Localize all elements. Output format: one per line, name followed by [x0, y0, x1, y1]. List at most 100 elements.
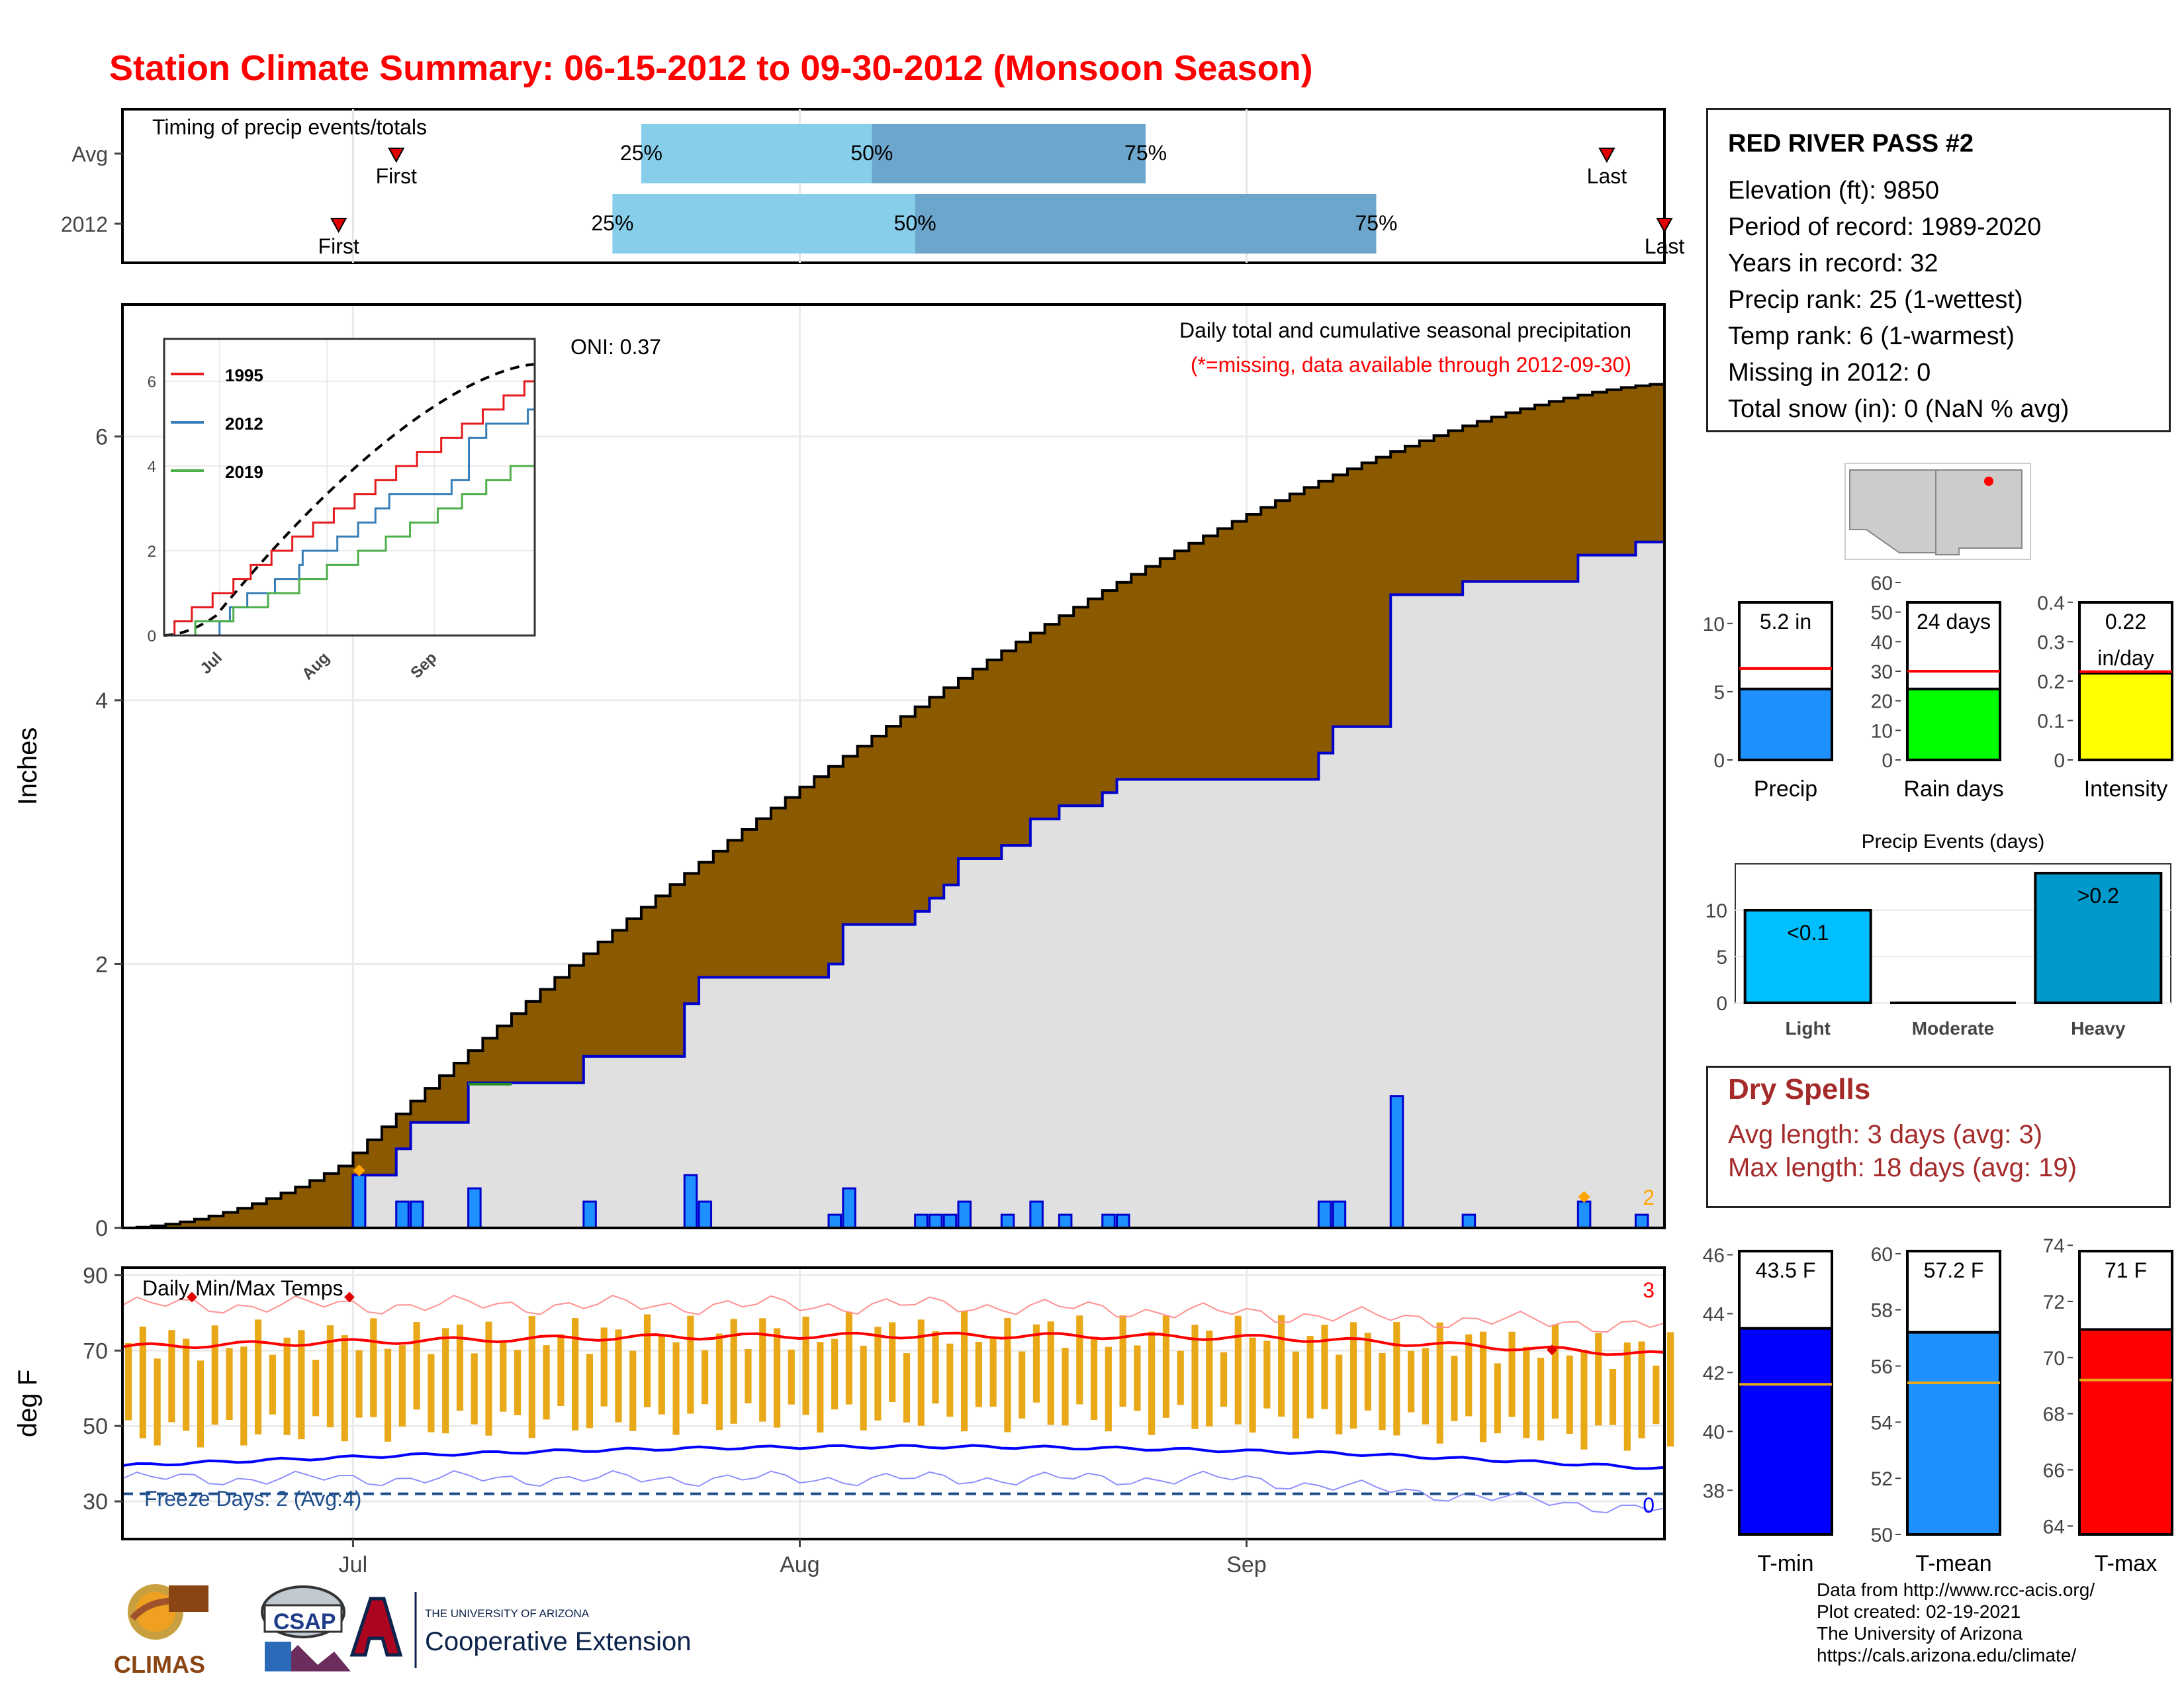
tmax-bar [2078, 1328, 2173, 1536]
footer-line-created: Plot created: 02-19-2021 [1817, 1601, 2021, 1622]
tmin-ytick-label: 46 [1703, 1245, 1725, 1267]
precip-daily-bar [410, 1200, 424, 1229]
temps-daily-bar [240, 1346, 248, 1446]
temps-count-bottom: 0 [1643, 1493, 1655, 1517]
temps-daily-bar [485, 1321, 492, 1436]
temps-daily-bar [326, 1325, 334, 1428]
tmean-ytick-label: 58 [1871, 1300, 1893, 1322]
rain_days-ytick-label: 50 [1871, 602, 1893, 624]
temps-daily-bar [384, 1348, 392, 1442]
precip-daily-bar [395, 1200, 410, 1229]
timing-label-50: 50% [850, 141, 893, 165]
temps-daily-bar [1234, 1315, 1242, 1425]
temps-daily-bar [1580, 1349, 1588, 1450]
temps-daily-bar [745, 1348, 752, 1404]
temps-daily-bar [874, 1327, 882, 1421]
temps-count-top: 3 [1643, 1278, 1655, 1302]
temps-daily-bar [471, 1353, 478, 1425]
precip_total-ytick-label: 5 [1713, 682, 1725, 704]
map-station-dot [1984, 477, 1993, 486]
events-category-label: Light [1785, 1018, 1830, 1039]
precip_total-category-label: Precip [1754, 776, 1817, 802]
temps-daily-bar [1177, 1350, 1184, 1405]
temps-daily-bar [1292, 1351, 1300, 1439]
tmax-ytick-label: 70 [2043, 1348, 2065, 1370]
station-years: Years in record: 32 [1728, 250, 1938, 277]
precip-panel-frame [121, 303, 1666, 1229]
inset-legend-label: 1995 [225, 365, 263, 385]
precip-daily-bar [1116, 1213, 1130, 1229]
map-new-mexico [1935, 469, 2023, 555]
temps-daily-bar [889, 1322, 896, 1402]
inset-legend-label: 2012 [225, 414, 263, 434]
events-bar [1743, 909, 1872, 1004]
timing-last-label: Last [1645, 234, 1685, 258]
tmax-ytick-label: 68 [2043, 1404, 2065, 1426]
precip_total-ytick-label: 0 [1713, 750, 1725, 772]
temps-daily-bar [672, 1342, 680, 1435]
temps-daily-bar [1638, 1341, 1645, 1438]
timing-label-50: 50% [894, 211, 936, 235]
precip-2012-area [122, 541, 1664, 1228]
temps-daily-bar [398, 1345, 406, 1427]
temps-daily-bar [600, 1327, 608, 1407]
station-snow: Total snow (in): 0 (NaN % avg) [1728, 395, 2070, 423]
tmax-ytick-label: 64 [2043, 1516, 2065, 1538]
inset-bg [164, 339, 535, 635]
temps-daily-bar [139, 1327, 146, 1438]
timing-first-marker [388, 148, 405, 164]
rain_days-ytick-label: 40 [1871, 632, 1893, 653]
temps-daily-bar [456, 1324, 464, 1411]
temps-daily-bar [312, 1360, 320, 1417]
temps-daily-bar [1537, 1358, 1545, 1441]
temps-daily-bar [1105, 1346, 1112, 1432]
temps-daily-bar [1306, 1336, 1314, 1419]
inset-legend-label: 2019 [225, 462, 263, 482]
temps-daily-bar [615, 1329, 622, 1423]
temps-daily-bar [183, 1338, 190, 1431]
precip-daily-bar [957, 1200, 972, 1229]
intensity-category-label: Intensity [2084, 776, 2168, 802]
temps-daily-bar [1134, 1345, 1141, 1411]
tmax-value-label: 71 F [2105, 1258, 2147, 1282]
precip-daily-bar [582, 1200, 597, 1229]
inset-avg-line [163, 363, 535, 637]
temps-xtick-label: Sep [1226, 1552, 1267, 1577]
station-elevation: Elevation (ft): 9850 [1728, 177, 1939, 205]
temps-daily-bar [643, 1314, 651, 1407]
precip-2012-line [122, 540, 1664, 1229]
temps-daily-bar [702, 1350, 709, 1405]
temps-daily-bar [1667, 1332, 1674, 1447]
temps-daily-bar [1047, 1321, 1054, 1425]
inset-frame [163, 338, 536, 637]
temps-daily-bar [1278, 1315, 1285, 1417]
temps-daily-bar [1551, 1324, 1559, 1419]
tmean-ytick-label: 60 [1871, 1244, 1893, 1266]
tmean-value-label: 57.2 F [1924, 1258, 1984, 1282]
temps-daily-bar [1336, 1354, 1343, 1434]
footer-credits: Data from http://www.rcc-acis.org/ Plot … [1817, 1579, 2095, 1666]
temps-daily-bar [759, 1318, 766, 1422]
station-name: RED RIVER PASS #2 [1728, 130, 1974, 158]
intensity-panel: 0 0.1 0.2 0.3 0.4 0.22 in/day Intensity [2037, 583, 2182, 802]
temps-daily-bar [442, 1328, 449, 1434]
precip-daily-bar [914, 1213, 929, 1229]
temps-daily-bar [715, 1333, 723, 1430]
intensity-ytick-label: 0 [2054, 750, 2065, 772]
dry-spells-box: Dry Spells Avg length: 3 days (avg: 3) M… [1706, 1066, 2171, 1208]
temps-daily-bar [254, 1319, 262, 1434]
temps-daily-bar [1451, 1355, 1458, 1421]
temps-daily-bar [1623, 1342, 1631, 1451]
temps-daily-bar [1436, 1322, 1443, 1444]
precip-daily-bar [827, 1213, 842, 1229]
csap-logo-text: CSAP [273, 1609, 336, 1634]
timing-first-label: First [376, 164, 417, 188]
inset-ytick-label: 6 [148, 373, 156, 391]
temps-avg-min-line [122, 1444, 1665, 1470]
temps-daily-bar [802, 1316, 809, 1415]
temps-avg-max-line [122, 1331, 1665, 1356]
events-category-label: Heavy [2071, 1018, 2126, 1039]
rain_days-category-label: Rain days [1903, 776, 2003, 802]
temps-daily-bar [572, 1318, 579, 1430]
temps-daily-bar [355, 1350, 363, 1418]
